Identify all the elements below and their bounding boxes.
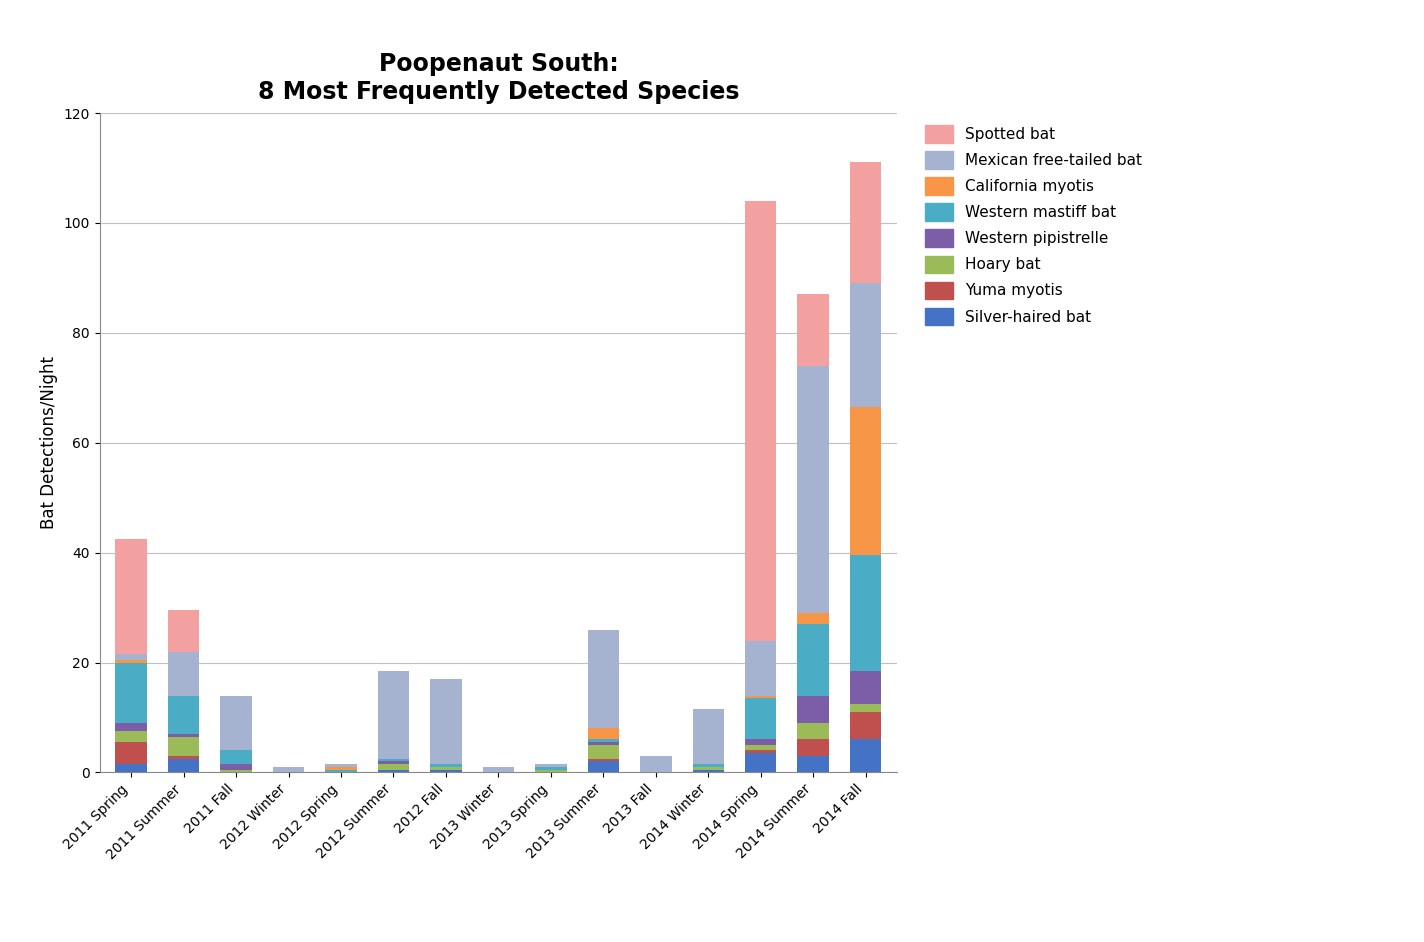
Bar [745, 739, 776, 745]
Bar [692, 770, 723, 772]
Bar [221, 751, 252, 764]
Bar [588, 739, 619, 742]
Bar [430, 770, 461, 772]
Bar [535, 764, 567, 767]
Bar [588, 629, 619, 728]
Bar [797, 695, 829, 723]
Bar [325, 770, 357, 772]
Bar [850, 407, 881, 556]
Bar [850, 162, 881, 284]
Bar [850, 704, 881, 712]
Legend: Spotted bat, Mexican free-tailed bat, California myotis, Western mastiff bat, We: Spotted bat, Mexican free-tailed bat, Ca… [921, 121, 1146, 330]
Bar [850, 284, 881, 407]
Bar [639, 755, 672, 772]
Bar [850, 671, 881, 704]
Bar [745, 641, 776, 695]
Bar [115, 764, 147, 772]
Bar [325, 764, 357, 767]
Bar [692, 767, 723, 770]
Bar [377, 671, 409, 758]
Title: Poopenaut South:
8 Most Frequently Detected Species: Poopenaut South: 8 Most Frequently Detec… [258, 53, 739, 105]
Bar [115, 539, 147, 655]
Bar [325, 767, 357, 770]
Bar [745, 745, 776, 751]
Bar [221, 764, 252, 770]
Bar [430, 764, 461, 767]
Bar [745, 695, 776, 698]
Bar [535, 767, 567, 770]
Bar [797, 613, 829, 624]
Bar [115, 659, 147, 662]
Bar [588, 758, 619, 761]
Bar [588, 761, 619, 772]
Bar [377, 764, 409, 770]
Bar [535, 770, 567, 772]
Bar [850, 712, 881, 739]
Bar [745, 751, 776, 754]
Bar [797, 294, 829, 365]
Bar [483, 767, 514, 772]
Bar [221, 695, 252, 751]
Bar [430, 679, 461, 764]
Bar [745, 698, 776, 739]
Bar [168, 734, 199, 737]
Bar [430, 767, 461, 770]
Bar [745, 754, 776, 772]
Bar [377, 770, 409, 772]
Bar [168, 755, 199, 758]
Bar [797, 365, 829, 613]
Bar [168, 652, 199, 695]
Bar [168, 758, 199, 772]
Bar [692, 709, 723, 764]
Bar [168, 610, 199, 652]
Bar [377, 758, 409, 761]
Bar [115, 662, 147, 723]
Bar [850, 739, 881, 772]
Bar [797, 624, 829, 695]
Bar [797, 755, 829, 772]
Bar [221, 770, 252, 772]
Bar [850, 556, 881, 671]
Bar [797, 723, 829, 739]
Bar [797, 739, 829, 755]
Bar [745, 201, 776, 641]
Bar [115, 723, 147, 731]
Bar [588, 742, 619, 745]
Bar [692, 764, 723, 767]
Bar [588, 745, 619, 758]
Bar [115, 731, 147, 742]
Bar [115, 655, 147, 659]
Bar [377, 761, 409, 764]
Bar [168, 737, 199, 755]
Bar [273, 767, 305, 772]
Bar [168, 695, 199, 734]
Bar [588, 728, 619, 739]
Bar [115, 742, 147, 764]
Y-axis label: Bat Detections/Night: Bat Detections/Night [40, 356, 58, 529]
